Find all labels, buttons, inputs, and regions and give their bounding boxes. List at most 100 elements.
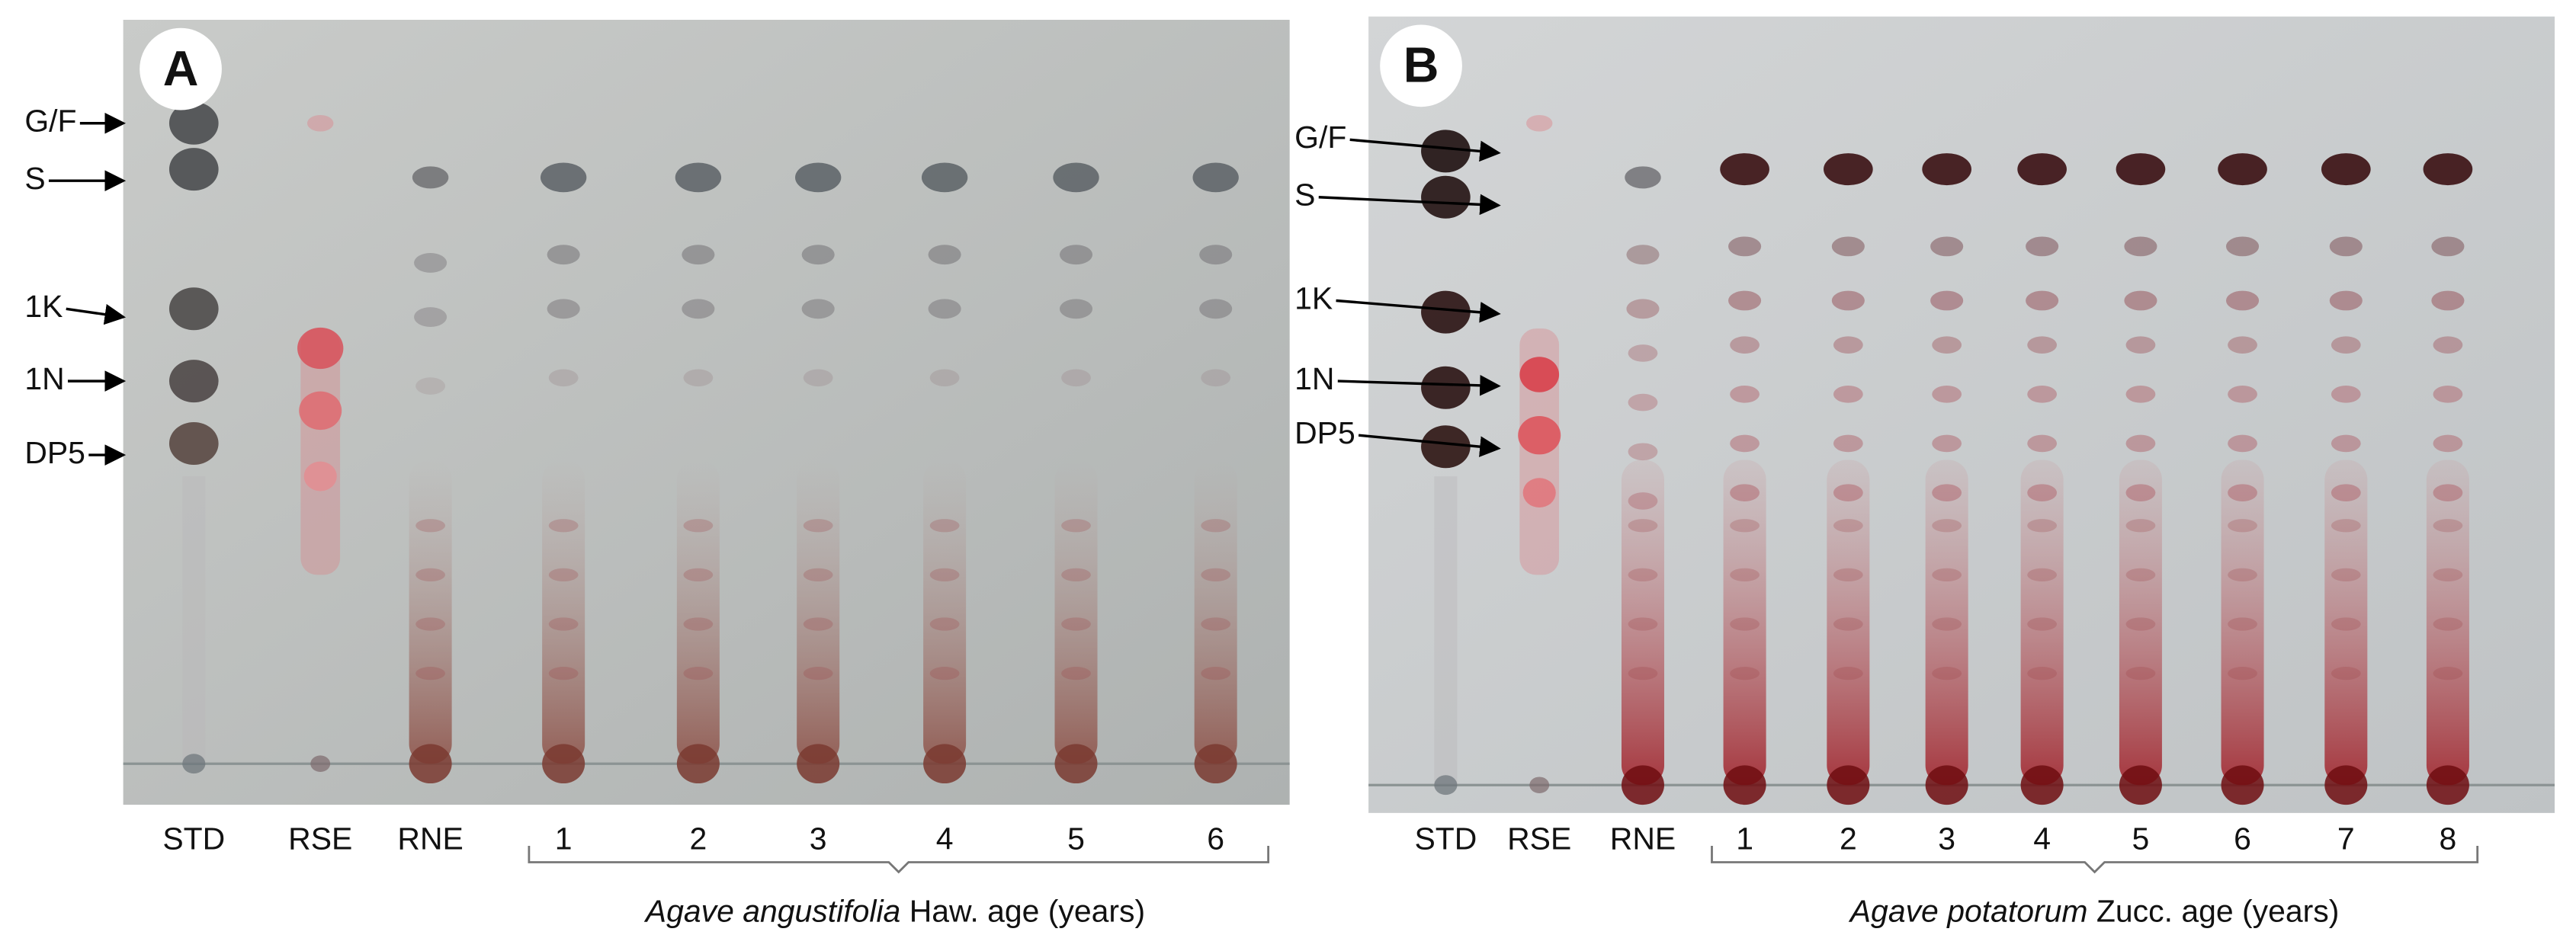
- lane-label: 4: [936, 821, 954, 856]
- band: [929, 568, 960, 581]
- standard-label: S: [1294, 178, 1315, 213]
- spot: [1061, 369, 1091, 387]
- spot: [168, 287, 219, 331]
- lane-label: RNE: [1610, 821, 1676, 856]
- lane-label: RSE: [1507, 821, 1571, 856]
- band: [1061, 617, 1091, 631]
- standard-label: G/F: [1294, 120, 1346, 155]
- standard-label: 1K: [1294, 280, 1333, 315]
- standard-label: 1K: [24, 289, 63, 324]
- spot: [928, 299, 961, 319]
- spot: [2433, 386, 2463, 403]
- standard-label: S: [24, 161, 45, 196]
- bracket: [1711, 845, 2479, 874]
- band: [2433, 617, 2463, 631]
- band: [2331, 617, 2361, 631]
- spot: [795, 162, 842, 193]
- band: [1833, 667, 1863, 680]
- spot: [2329, 290, 2363, 311]
- lane-label: 3: [810, 821, 827, 856]
- spot: [683, 369, 714, 387]
- band: [1932, 568, 1962, 581]
- spot: [1728, 236, 1762, 257]
- band: [803, 519, 833, 533]
- standard-label: G/F: [24, 104, 76, 139]
- spot: [2119, 765, 2162, 805]
- spot: [682, 299, 715, 319]
- letter-badge: [1380, 24, 1462, 107]
- spot: [2228, 434, 2257, 453]
- band: [1833, 519, 1863, 533]
- spot: [306, 114, 334, 132]
- streak: [1194, 459, 1237, 764]
- streak: [1434, 476, 1458, 786]
- spot: [168, 421, 219, 465]
- arrow: [1318, 194, 1501, 216]
- band: [1628, 568, 1658, 581]
- letter-badge: [140, 27, 222, 110]
- band: [415, 519, 445, 533]
- spot: [414, 253, 448, 273]
- standard-label: 1N: [1294, 361, 1334, 396]
- lane-label: 7: [2337, 821, 2355, 856]
- species-name: Agave potatorum: [1848, 893, 2088, 928]
- spot: [1626, 299, 1660, 319]
- spot: [1054, 744, 1098, 784]
- spot: [310, 755, 331, 772]
- streak: [1621, 459, 1664, 786]
- spot: [1930, 290, 1964, 311]
- band: [2433, 519, 2463, 533]
- spot: [1421, 130, 1471, 173]
- spot: [168, 101, 219, 145]
- lane-label: 5: [2132, 821, 2150, 856]
- band: [2433, 568, 2463, 581]
- spot: [2124, 290, 2157, 311]
- band: [1201, 667, 1231, 680]
- arrow: [1358, 434, 1501, 457]
- lane-label: 5: [1067, 821, 1085, 856]
- spot: [1932, 484, 1962, 501]
- lane-label: 4: [2033, 821, 2051, 856]
- spot: [1522, 478, 1556, 508]
- band: [1932, 667, 1962, 680]
- spot: [2433, 484, 2463, 501]
- band: [929, 667, 960, 680]
- spot: [547, 245, 580, 265]
- spot: [2423, 153, 2473, 186]
- band: [2027, 568, 2058, 581]
- spot: [1833, 336, 1863, 354]
- band: [415, 667, 445, 680]
- streak: [1925, 459, 1968, 786]
- band: [2027, 519, 2058, 533]
- spot: [2027, 386, 2058, 403]
- band: [1730, 519, 1760, 533]
- spot: [1730, 434, 1760, 453]
- spot: [1730, 484, 1760, 501]
- band: [2331, 667, 2361, 680]
- spot: [1201, 369, 1231, 387]
- spot: [2125, 434, 2156, 453]
- spot: [2331, 434, 2361, 453]
- spot: [2426, 765, 2469, 805]
- lane-label: 1: [555, 821, 573, 856]
- spot: [1833, 386, 1863, 403]
- spot: [1621, 765, 1664, 805]
- spot: [797, 744, 840, 784]
- spot: [1059, 299, 1093, 319]
- spot: [2321, 153, 2371, 186]
- spot: [682, 245, 715, 265]
- band: [683, 519, 714, 533]
- lane-label: RSE: [288, 821, 352, 856]
- band: [1201, 617, 1231, 631]
- spot: [1628, 344, 1658, 362]
- spot: [2324, 765, 2368, 805]
- spot: [1053, 162, 1099, 193]
- band: [2228, 519, 2257, 533]
- spot: [1833, 484, 1863, 501]
- spot: [2017, 153, 2067, 186]
- spot: [2125, 484, 2156, 501]
- spot: [1192, 162, 1239, 193]
- spot: [2124, 236, 2157, 257]
- spot: [1932, 336, 1962, 354]
